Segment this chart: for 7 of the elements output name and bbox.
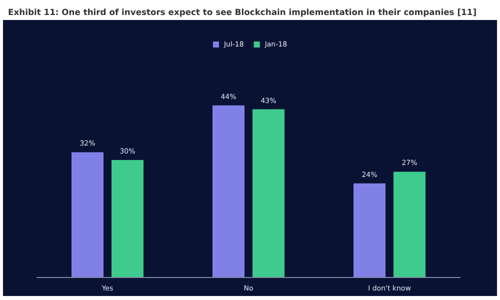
bar <box>394 172 426 277</box>
bar <box>72 152 104 277</box>
bar <box>252 109 284 277</box>
chart-title: Exhibit 11: One third of investors expect to see Blockchain implementation in their companies [11] <box>8 7 477 17</box>
bar <box>212 105 244 277</box>
bar <box>112 160 144 277</box>
bar <box>354 183 386 277</box>
